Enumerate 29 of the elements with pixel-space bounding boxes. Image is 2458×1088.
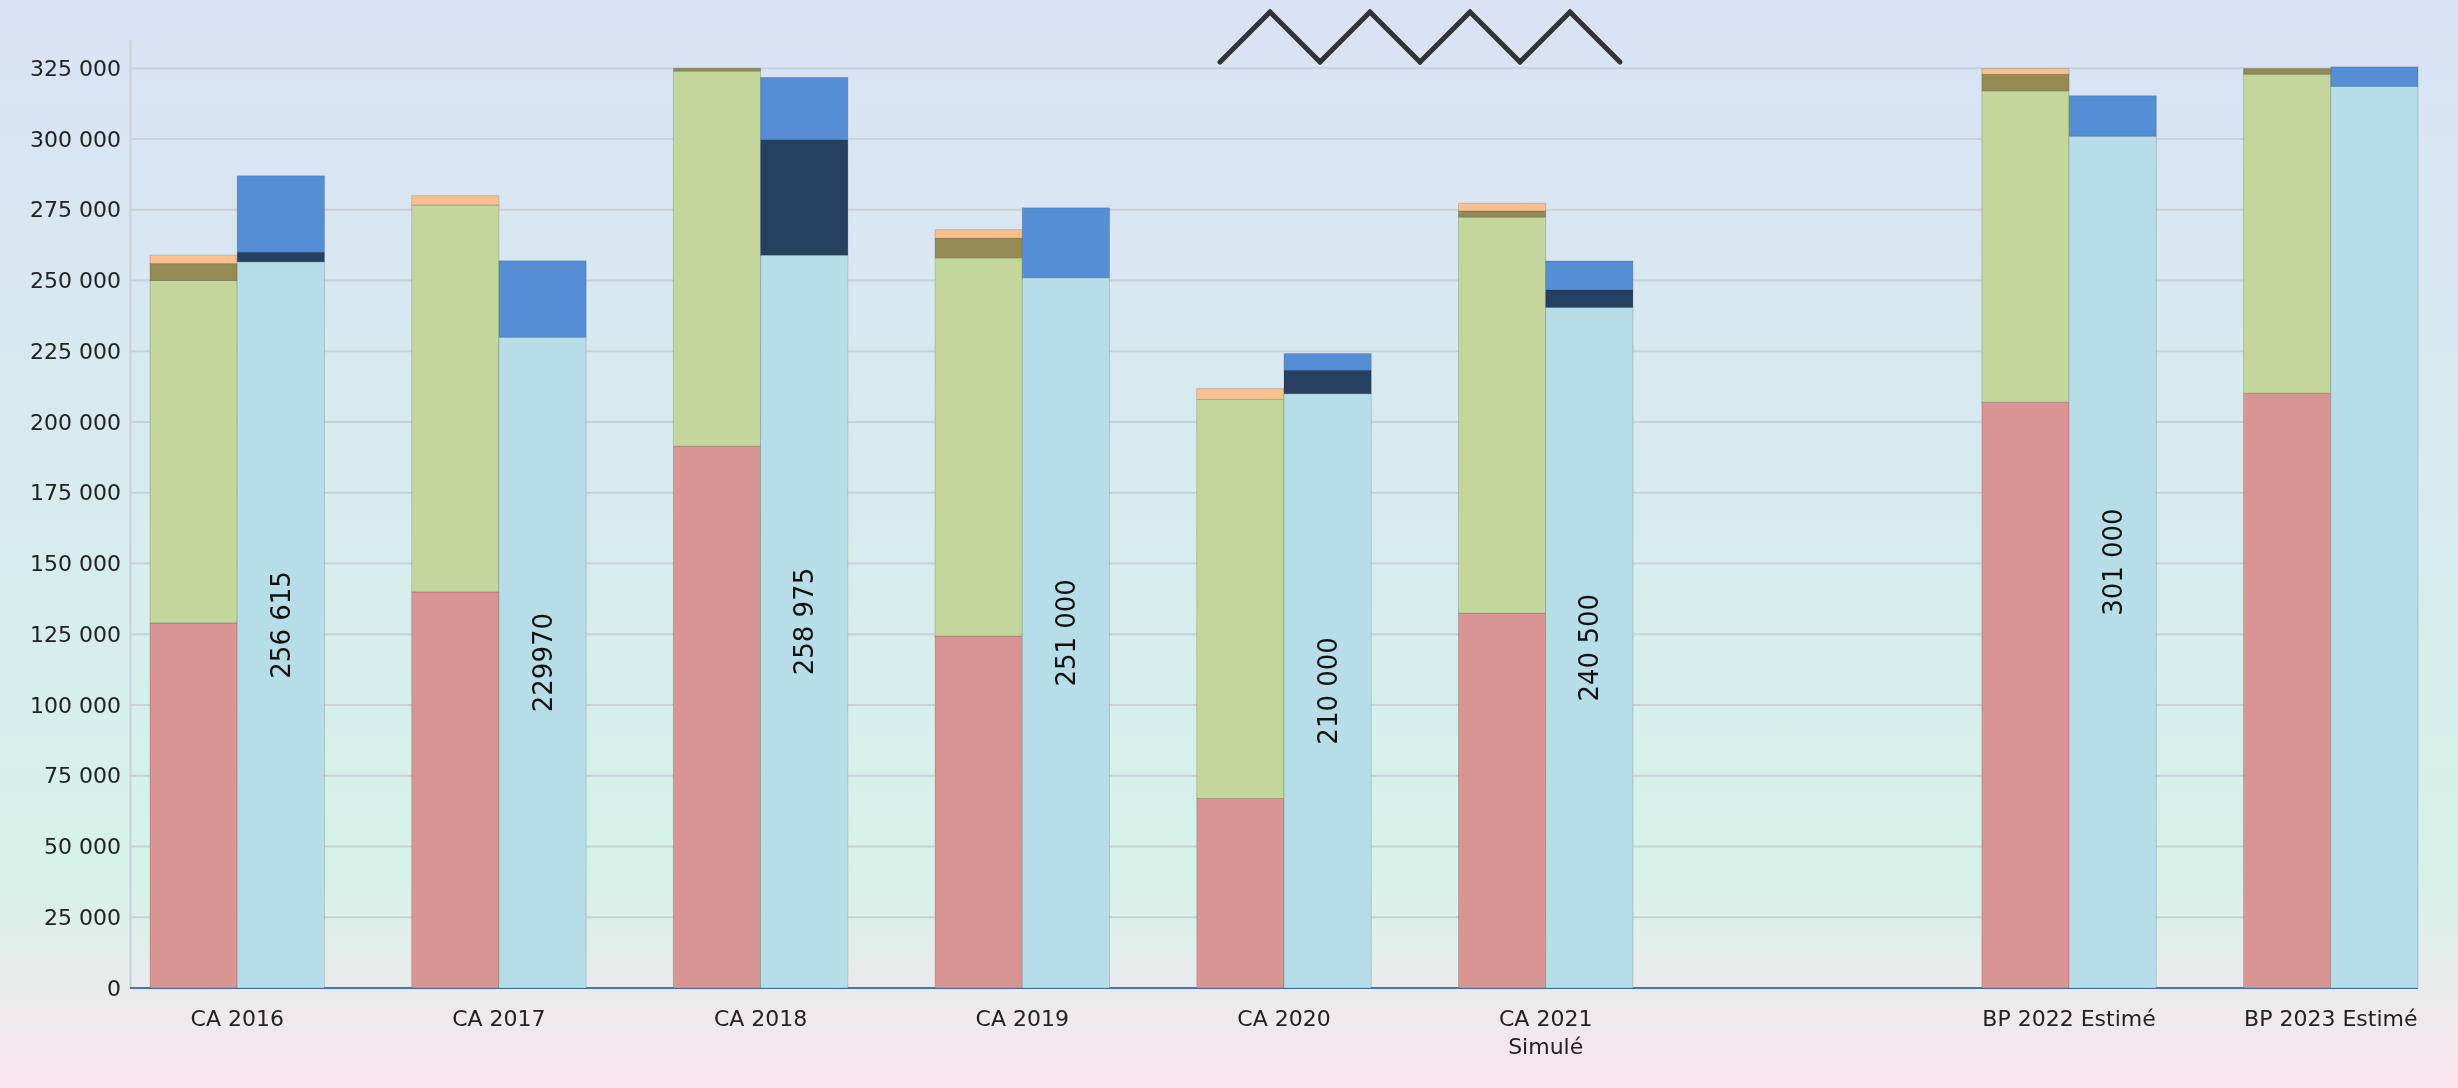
data-label: 301 000	[2097, 508, 2128, 616]
y-tick-label: 175 000	[30, 480, 121, 506]
data-label: 251 000	[1051, 579, 1082, 687]
data-label: 258 975	[789, 567, 820, 676]
x-tick-label: CA 2020	[1237, 1006, 1331, 1031]
data-label: 210 000	[1312, 637, 1343, 745]
y-tick-label: 300 000	[30, 126, 121, 152]
y-tick-label: 100 000	[30, 692, 121, 718]
y-tick-label: 275 000	[30, 197, 121, 223]
y-tick-label: 250 000	[30, 268, 121, 294]
y-tick-label: 125 000	[30, 621, 121, 647]
data-label: 256 615	[265, 571, 296, 679]
data-label: 229970	[527, 612, 558, 713]
y-tick-label: 150 000	[30, 551, 121, 577]
x-tick-label: CA 2017	[452, 1006, 546, 1031]
y-tick-label: 75 000	[44, 763, 121, 789]
y-tick-label: 225 000	[30, 338, 121, 364]
y-tick-label: 325 000	[30, 55, 121, 81]
y-tick-label: 200 000	[30, 409, 121, 435]
x-tick-label: CA 2016	[190, 1006, 284, 1031]
x-tick-label: CA 2018	[713, 1006, 808, 1031]
y-tick-label: 25 000	[44, 904, 121, 930]
data-label: 240 500	[1574, 593, 1605, 702]
x-tick-label: CA 2021 Simulé	[1498, 1006, 1593, 1059]
x-tick-label: CA 2019	[975, 1006, 1070, 1031]
y-tick-label: 50 000	[44, 834, 121, 860]
x-tick-label: BP 2022 Estimé	[1982, 1006, 2156, 1031]
y-tick-label: 0	[107, 975, 121, 1001]
x-tick-label: BP 2023 Estimé	[2244, 1006, 2418, 1031]
